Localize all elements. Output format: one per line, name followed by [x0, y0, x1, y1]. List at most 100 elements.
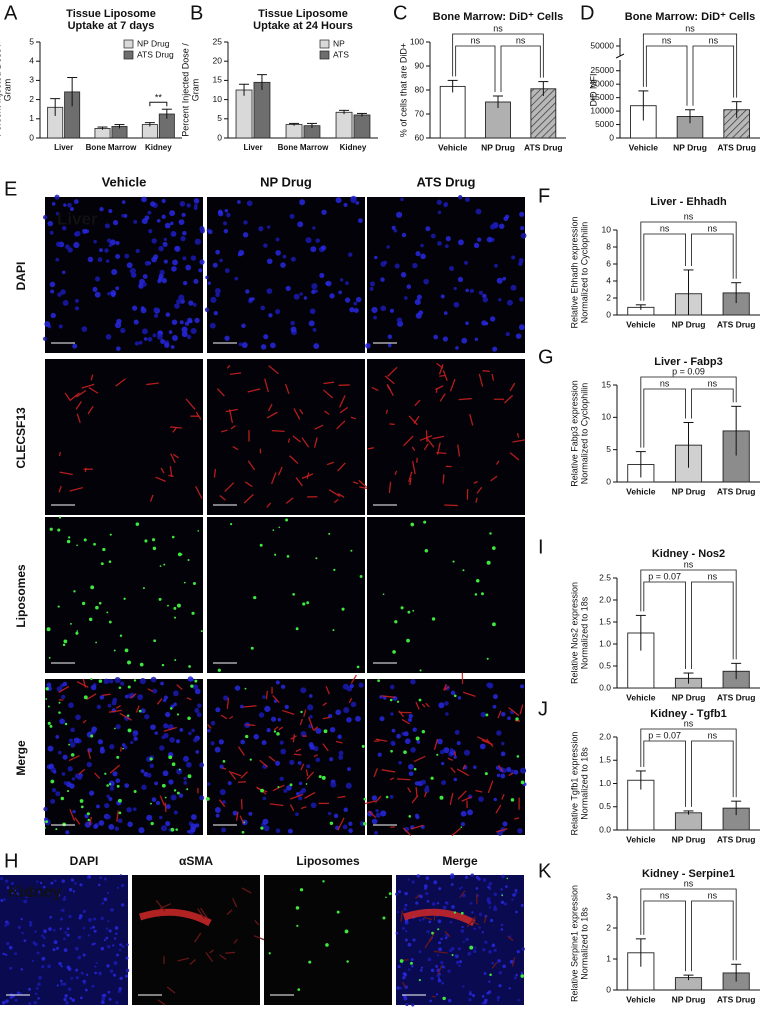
vessel [411, 795, 419, 804]
column-header: Merge [442, 854, 478, 868]
nucleus [61, 879, 66, 883]
nucleus [61, 225, 67, 231]
liposome [241, 830, 245, 834]
nucleus [503, 216, 509, 222]
nucleus [51, 788, 57, 793]
nucleus [447, 969, 451, 973]
nucleus [168, 779, 174, 785]
nucleus [160, 825, 168, 832]
nucleus [412, 262, 418, 269]
nucleus [73, 241, 80, 249]
nucleus [141, 784, 147, 790]
liposome [60, 796, 65, 801]
nucleus [135, 248, 140, 254]
nucleus [185, 761, 192, 768]
nucleus [295, 791, 300, 796]
nucleus [263, 334, 269, 340]
y-tick-label: 0 [29, 132, 34, 142]
liposome [109, 533, 112, 536]
legend-swatch [123, 50, 134, 60]
x-tick-label: ATS Drug [524, 142, 563, 152]
liposome [76, 544, 78, 547]
y-tick-label: 1 [606, 953, 611, 963]
nucleus [97, 739, 104, 745]
vessel [186, 697, 192, 701]
vessel [266, 411, 278, 419]
y-tick-label: 20 [213, 55, 223, 65]
liposome [308, 960, 312, 964]
nucleus [451, 905, 455, 909]
nucleus [468, 992, 472, 996]
nucleus [475, 208, 482, 215]
nucleus [132, 732, 137, 737]
nucleus [125, 968, 130, 973]
vessel [115, 378, 126, 387]
nucleus [65, 1000, 69, 1005]
liposome [187, 774, 192, 779]
nucleus [456, 741, 461, 746]
nucleus [113, 961, 118, 966]
liposome [127, 660, 131, 665]
liposome [452, 560, 455, 563]
vessel [293, 408, 301, 420]
significance-label: ns [708, 571, 718, 581]
vessel [299, 718, 304, 726]
nucleus [92, 925, 96, 929]
nucleus [245, 289, 250, 294]
nucleus [478, 926, 481, 929]
nucleus [75, 976, 79, 980]
nucleus [486, 236, 493, 243]
vessel [68, 755, 80, 762]
nucleus [20, 917, 23, 921]
nucleus [346, 717, 352, 723]
nucleus [444, 244, 449, 248]
nucleus [14, 952, 18, 956]
liposome [163, 563, 166, 566]
nucleus [420, 253, 426, 260]
nucleus [410, 747, 416, 753]
liposome [394, 620, 398, 624]
liposome [170, 827, 175, 832]
vessel [495, 804, 502, 814]
vessel [495, 460, 500, 465]
vessel [438, 364, 444, 375]
liposome [171, 535, 175, 539]
nucleus [511, 255, 516, 260]
significance-label: ns [516, 35, 526, 45]
liposome [47, 721, 51, 725]
nucleus [315, 727, 322, 734]
nucleus [194, 688, 201, 695]
nucleus [47, 745, 54, 752]
liposome [106, 784, 109, 787]
nucleus [461, 985, 465, 988]
vessel [156, 698, 163, 705]
vessel [402, 959, 409, 961]
y-axis-label: Normalized to Cyclophilin [579, 222, 589, 324]
nucleus [400, 272, 407, 278]
liposome [410, 961, 413, 965]
nucleus [154, 731, 158, 735]
nucleus [77, 774, 83, 780]
nucleus [490, 918, 494, 923]
nucleus [199, 795, 205, 801]
nucleus [48, 927, 52, 931]
liposome [173, 606, 177, 610]
nucleus [493, 905, 497, 908]
nucleus [493, 907, 498, 912]
nucleus [105, 259, 110, 263]
nucleus [113, 937, 117, 940]
liposome [276, 732, 280, 736]
nucleus [182, 230, 187, 236]
liposome [127, 685, 131, 689]
y-tick-label: 60 [415, 132, 425, 142]
liposome [245, 734, 249, 739]
nucleus [118, 987, 122, 991]
nucleus [108, 209, 113, 214]
nucleus [389, 308, 395, 313]
liposome [177, 603, 181, 608]
liposome [149, 757, 153, 761]
y-tick-label: 10000 [590, 105, 614, 115]
nucleus [138, 340, 143, 345]
nucleus [157, 279, 162, 284]
nucleus [156, 333, 163, 340]
